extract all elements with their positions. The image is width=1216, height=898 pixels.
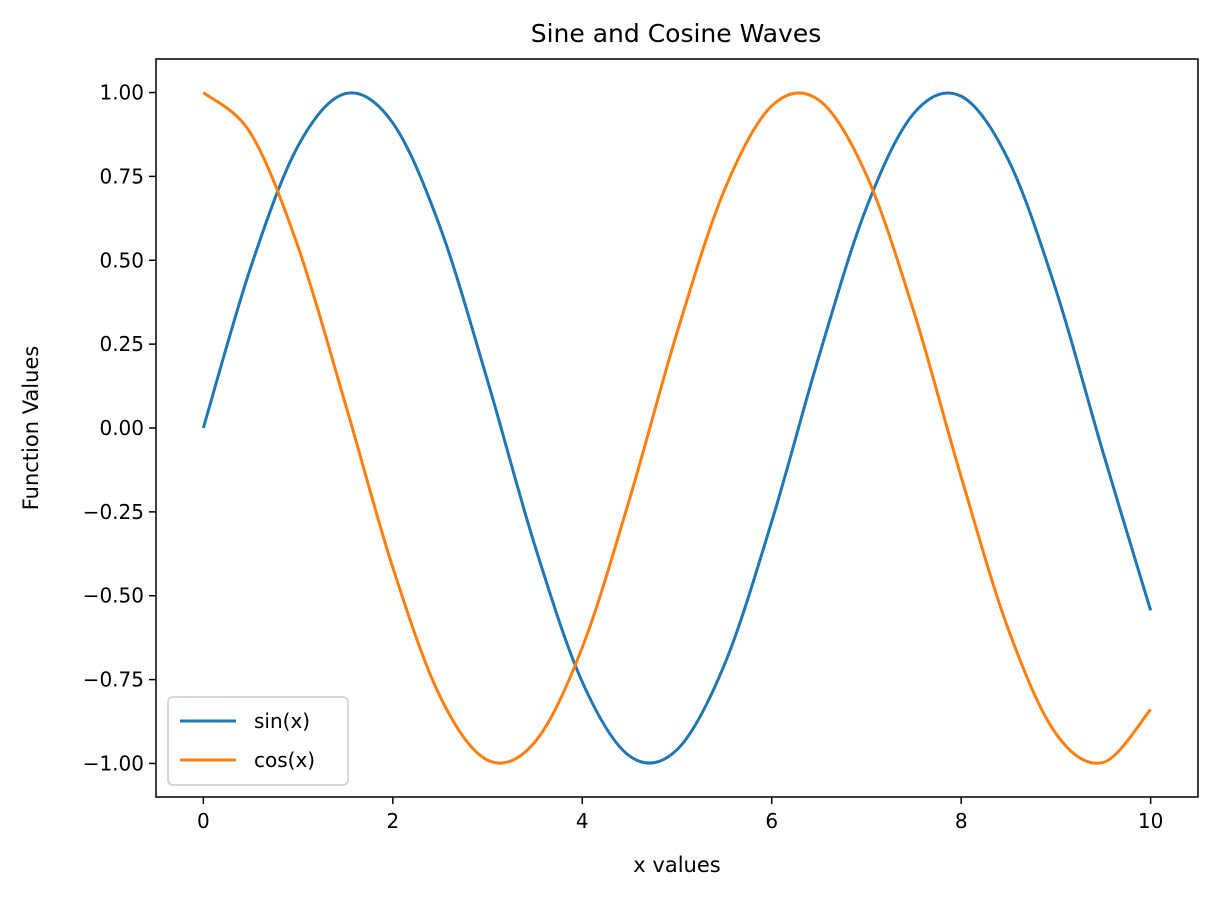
x-tick-label: 4 <box>576 809 589 833</box>
y-tick-label: 0.00 <box>99 416 144 440</box>
y-tick-label: 1.00 <box>99 81 144 105</box>
legend: sin(x) cos(x) <box>167 696 349 786</box>
plot-frame <box>155 58 1199 798</box>
y-axis-title: Function Values <box>19 346 43 511</box>
x-tick-label: 10 <box>1138 809 1163 833</box>
legend-box <box>167 696 349 786</box>
y-axis: 1.00 0.75 0.50 0.25 0.00 −0.25 −0.50 −0.75 −1.00 <box>83 81 156 775</box>
y-tick-label: 0.50 <box>99 248 144 272</box>
y-tick-label: −1.00 <box>83 751 144 775</box>
x-tick-label: 8 <box>955 809 968 833</box>
x-tick-label: 0 <box>197 809 210 833</box>
series-line-cos <box>202 91 1152 765</box>
plot-lines <box>201 91 1153 765</box>
x-tick-label: 2 <box>386 809 399 833</box>
y-tick-label: −0.50 <box>83 584 144 608</box>
chart-title: Sine and Cosine Waves <box>531 19 822 48</box>
y-tick-label: −0.25 <box>83 500 144 524</box>
x-axis: 0 2 4 6 8 10 <box>197 797 1163 833</box>
legend-label-sin: sin(x) <box>254 709 310 733</box>
y-tick-label: 0.25 <box>99 332 144 356</box>
x-axis-title: x values <box>633 853 720 877</box>
series-line-sin <box>201 91 1153 765</box>
y-tick-label: 0.75 <box>99 164 144 188</box>
y-tick-label: −0.75 <box>83 668 144 692</box>
x-tick-label: 6 <box>765 809 778 833</box>
legend-label-cos: cos(x) <box>254 748 315 772</box>
